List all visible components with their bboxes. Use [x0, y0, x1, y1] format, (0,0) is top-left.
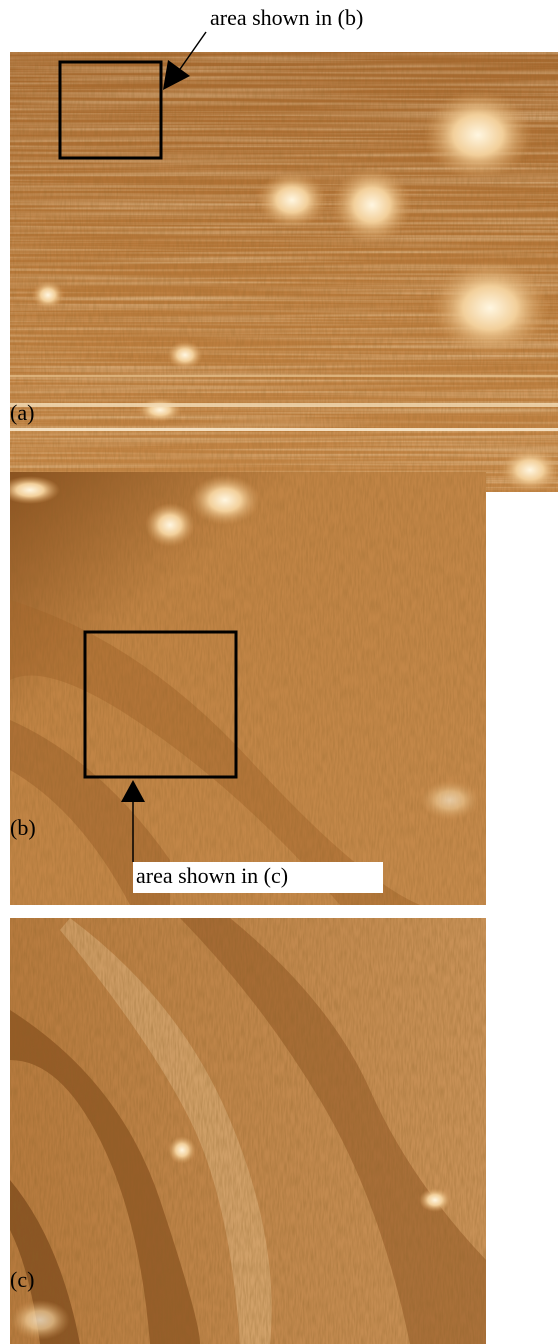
annotation: area shown in (c)	[136, 863, 288, 888]
panel-label: (a)	[10, 400, 34, 425]
panel-b-image	[0, 472, 486, 905]
annotation: area shown in (b)	[210, 5, 363, 30]
panel-c-image	[10, 918, 486, 1344]
panel-label: (c)	[10, 1267, 34, 1292]
panel-a-image	[10, 52, 558, 492]
panel-label: (b)	[10, 815, 36, 840]
page: area shown in (b) (a) area shown in (c) …	[0, 0, 558, 1344]
figure: area shown in (b) (a) area shown in (c) …	[0, 0, 558, 1344]
